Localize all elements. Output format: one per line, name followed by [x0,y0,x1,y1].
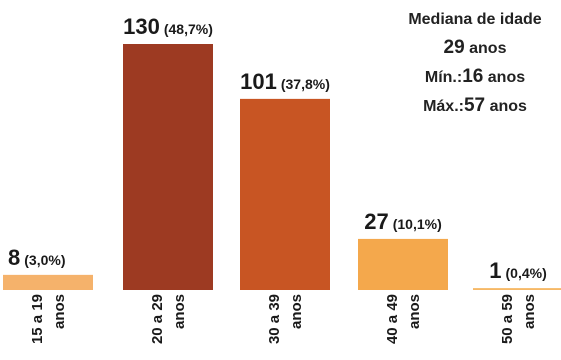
max-unit: anos [489,98,527,115]
max-value: 57 [463,95,486,116]
max-label: Máx.: [423,98,464,115]
bar-2 [123,44,213,290]
min-line: Mín.:16 anos [395,63,555,92]
age-stats-panel: Mediana de idade 29 anos Mín.:16 anos Má… [395,6,555,121]
max-line: Máx.:57 anos [395,92,555,121]
min-label: Mín.: [424,69,463,86]
stats-heading: Mediana de idade [408,11,542,28]
category-label-unit-1: anos [51,294,68,329]
category-label-5: 50 a 59 [499,294,516,344]
category-label-1: 15 a 19 [29,294,46,344]
bar-5 [473,288,561,290]
min-unit: anos [487,69,526,86]
category-label-2: 20 a 29 [149,294,166,344]
category-label-unit-3: anos [288,294,305,329]
category-label-3: 30 a 39 [266,294,283,344]
category-label-4: 40 a 49 [384,294,401,344]
bar-value-label-4: 27 (10,1%) [364,209,442,234]
median-value: 29 [443,37,465,58]
median-line: 29 anos [395,34,555,63]
min-value: 16 [462,66,484,87]
median-unit: anos [469,40,507,57]
bar-value-label-5: 1 (0,4%) [489,258,546,283]
bar-value-label-2: 130 (48,7%) [123,14,213,39]
category-label-unit-5: anos [521,294,538,329]
bar-1 [3,274,93,290]
bar-value-label-3: 101 (37,8%) [240,69,330,94]
bar-value-label-1: 8 (3,0%) [8,245,65,270]
bar-4 [358,238,448,290]
bar-3 [240,98,330,290]
category-label-unit-2: anos [171,294,188,329]
category-label-unit-4: anos [406,294,423,329]
